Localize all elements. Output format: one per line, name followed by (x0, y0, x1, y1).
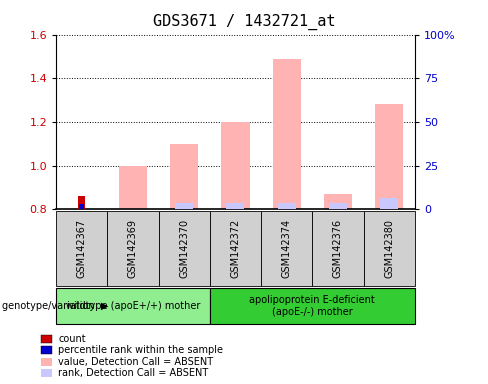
Text: GSM142367: GSM142367 (77, 219, 87, 278)
Bar (375, 104, 403, 209)
Text: GSM142376: GSM142376 (333, 219, 343, 278)
Text: wildtype (apoE+/+) mother: wildtype (apoE+/+) mother (66, 301, 200, 311)
Text: GSM142374: GSM142374 (282, 219, 292, 278)
Bar (222, 122, 249, 209)
Bar (324, 194, 352, 209)
Bar (175, 203, 193, 209)
Bar (170, 144, 198, 209)
Text: GSM142372: GSM142372 (230, 219, 241, 278)
Text: count: count (58, 334, 86, 344)
Bar (226, 203, 244, 209)
Bar (119, 166, 147, 209)
Bar (80, 204, 84, 209)
Text: genotype/variation  ▶: genotype/variation ▶ (2, 301, 109, 311)
Text: rank, Detection Call = ABSENT: rank, Detection Call = ABSENT (58, 368, 208, 378)
Bar (79, 196, 85, 209)
Bar (278, 203, 296, 209)
Bar (329, 203, 347, 209)
Text: GSM142370: GSM142370 (179, 219, 189, 278)
Text: GDS3671 / 1432721_at: GDS3671 / 1432721_at (153, 13, 335, 30)
Text: percentile rank within the sample: percentile rank within the sample (58, 345, 223, 355)
Text: GSM142369: GSM142369 (128, 219, 138, 278)
Text: GSM142380: GSM142380 (384, 219, 394, 278)
Text: apolipoprotein E-deficient
(apoE-/-) mother: apolipoprotein E-deficient (apoE-/-) mot… (249, 295, 375, 317)
Bar (273, 59, 301, 209)
Bar (380, 199, 398, 209)
Text: value, Detection Call = ABSENT: value, Detection Call = ABSENT (58, 357, 213, 367)
